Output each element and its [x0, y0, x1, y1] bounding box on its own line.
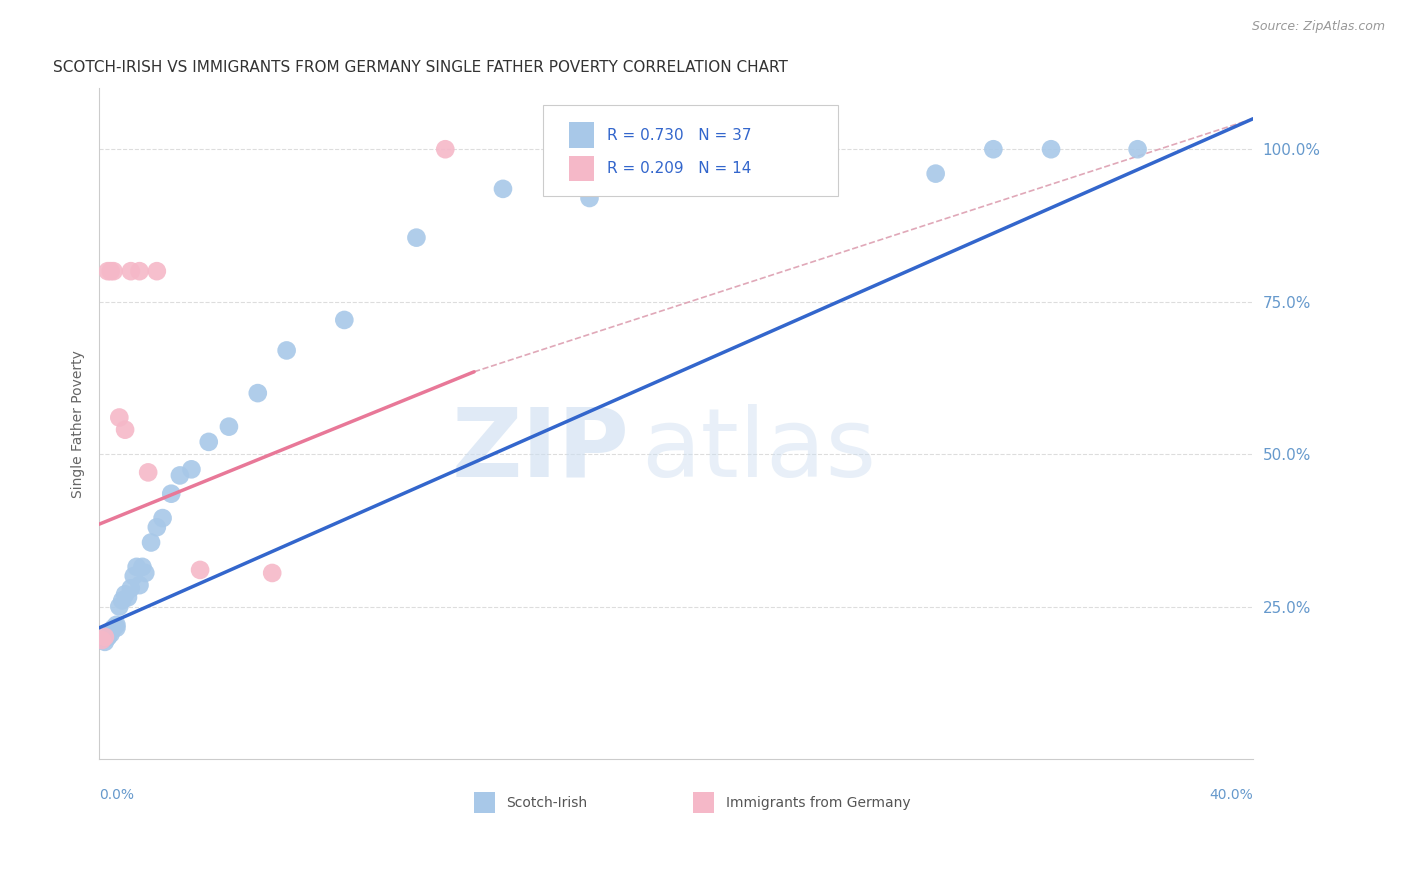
Point: [117, 591, 139, 605]
Point: [100, 264, 122, 278]
Point: [114, 587, 136, 601]
Point: [983, 142, 1005, 156]
Point: [1040, 142, 1063, 156]
Point: [180, 462, 202, 476]
Point: [105, 621, 128, 635]
Point: [434, 142, 457, 156]
Text: 0.0%: 0.0%: [100, 789, 134, 802]
Point: [139, 535, 162, 549]
Point: [97, 264, 120, 278]
Point: [578, 191, 600, 205]
Point: [128, 578, 150, 592]
Point: [114, 423, 136, 437]
Point: [246, 386, 269, 401]
Point: [131, 560, 153, 574]
Point: [136, 466, 159, 480]
Point: [492, 182, 515, 196]
Text: 40.0%: 40.0%: [1209, 789, 1253, 802]
Text: Scotch-Irish: Scotch-Irish: [506, 796, 588, 810]
Point: [120, 581, 142, 595]
Text: R = 0.209   N = 14: R = 0.209 N = 14: [607, 161, 751, 177]
Bar: [569, 156, 595, 181]
Point: [197, 434, 219, 449]
Point: [91, 633, 114, 648]
Point: [169, 468, 191, 483]
Point: [103, 621, 125, 635]
Point: [108, 599, 131, 614]
Point: [103, 264, 125, 278]
Text: Source: ZipAtlas.com: Source: ZipAtlas.com: [1251, 20, 1385, 33]
Y-axis label: Single Father Poverty: Single Father Poverty: [72, 350, 86, 498]
Point: [94, 635, 117, 649]
Point: [218, 419, 240, 434]
Text: SCOTCH-IRISH VS IMMIGRANTS FROM GERMANY SINGLE FATHER POVERTY CORRELATION CHART: SCOTCH-IRISH VS IMMIGRANTS FROM GERMANY …: [53, 60, 787, 75]
Point: [97, 630, 120, 644]
Point: [122, 569, 145, 583]
Point: [128, 264, 150, 278]
Point: [120, 264, 142, 278]
Point: [134, 566, 156, 580]
Point: [262, 566, 284, 580]
Bar: [474, 792, 495, 814]
Text: R = 0.730   N = 37: R = 0.730 N = 37: [607, 128, 751, 143]
Point: [94, 630, 117, 644]
Point: [125, 560, 148, 574]
Point: [146, 520, 169, 534]
Point: [924, 167, 946, 181]
Bar: [569, 122, 595, 148]
Point: [105, 617, 128, 632]
Point: [276, 343, 298, 358]
Point: [108, 410, 131, 425]
Point: [808, 142, 831, 156]
FancyBboxPatch shape: [543, 105, 838, 195]
Point: [405, 230, 427, 244]
Text: Immigrants from Germany: Immigrants from Germany: [725, 796, 910, 810]
Point: [152, 511, 174, 525]
Point: [1126, 142, 1149, 156]
Point: [97, 630, 120, 644]
Point: [188, 563, 211, 577]
Text: atlas: atlas: [641, 404, 876, 497]
Bar: [693, 792, 714, 814]
Point: [333, 313, 356, 327]
Point: [146, 264, 169, 278]
Point: [100, 627, 122, 641]
Point: [160, 486, 183, 500]
Point: [111, 593, 134, 607]
Text: ZIP: ZIP: [451, 404, 630, 497]
Point: [91, 633, 114, 648]
